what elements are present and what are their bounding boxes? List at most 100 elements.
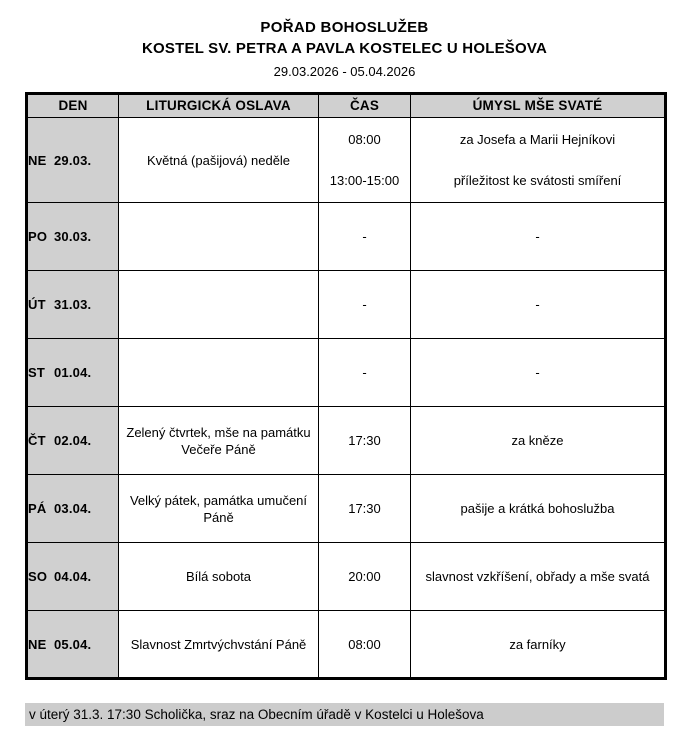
- table-row: PO 30.03. - -: [26, 202, 666, 271]
- cell-liturgical-celebration: Zelený čtvrtek, mše na památku Večeře Pá…: [118, 406, 319, 475]
- day-weekday: ČT: [28, 433, 46, 448]
- cell-intention-stack: -: [411, 296, 664, 313]
- table-row: ČT 02.04. Zelený čtvrtek, mše na památku V…: [26, 406, 666, 475]
- day-date: 31.03.: [54, 297, 92, 312]
- cell-day: ST 01.04.: [26, 338, 119, 407]
- table-row: SO 04.04. Bílá sobota 20:00 slavnost vzkříše…: [26, 542, 666, 611]
- cell-intention-stack: za kněze: [411, 432, 664, 449]
- cell-time-entry: 17:30: [348, 501, 381, 516]
- day-weekday: PO: [28, 229, 48, 244]
- column-header-liturgicka-oslava: LITURGICKÁ OSLAVA: [118, 93, 319, 118]
- cell-intention-stack: za Josefa a Marii Hejníkovi příležitost k…: [411, 131, 664, 189]
- cell-time-entry: 17:30: [348, 433, 381, 448]
- cell-time: -: [318, 270, 411, 339]
- day-date: 29.03.: [54, 152, 92, 168]
- cell-time-stack: 08:00 13:00-15:00: [319, 131, 410, 189]
- cell-intention: za farníky: [410, 610, 666, 679]
- table-row: ST 01.04. - -: [26, 338, 666, 407]
- cell-time-entry: -: [362, 365, 367, 380]
- cell-time: 08:00 13:00-15:00: [318, 117, 411, 203]
- table-row: NE 29.03. Květná (pašijová) neděle 08:00 13:…: [26, 117, 666, 203]
- cell-time: 17:30: [318, 474, 411, 543]
- day-weekday: NE: [28, 152, 47, 168]
- cell-time-stack: -: [319, 296, 410, 313]
- day-date: 02.04.: [54, 433, 92, 448]
- cell-liturgical-celebration: [118, 202, 319, 271]
- column-header-cas: ČAS: [318, 93, 411, 118]
- cell-intention-entry: za farníky: [509, 636, 566, 652]
- cell-time-stack: 17:30: [319, 500, 410, 517]
- cell-intention-entry: -: [535, 229, 540, 244]
- cell-liturgical-celebration: [118, 270, 319, 339]
- cell-liturgical-celebration: Velký pátek, památka umučení Páně: [118, 474, 319, 543]
- cell-intention-stack: -: [411, 364, 664, 381]
- cell-time: 17:30: [318, 406, 411, 475]
- cell-intention: za Josefa a Marii Hejníkovi příležitost k…: [410, 117, 666, 203]
- cell-intention: -: [410, 338, 666, 407]
- cell-intention: pašije a krátká bohoslužba: [410, 474, 666, 543]
- cell-time-stack: 08:00: [319, 636, 410, 653]
- table-row: ÚT 31.03. - -: [26, 270, 666, 339]
- cell-intention-entry: pašije a krátká bohoslužba: [460, 501, 615, 516]
- cell-intention-stack: pašije a krátká bohoslužba: [411, 500, 664, 517]
- cell-intention-stack: za farníky: [411, 636, 664, 653]
- cell-time: -: [318, 202, 411, 271]
- table-header-row: DEN LITURGICKÁ OSLAVA ČAS ÚMYSL MŠE SVAT…: [26, 93, 666, 118]
- cell-time: 08:00: [318, 610, 411, 679]
- cell-time-stack: 20:00: [319, 568, 410, 585]
- cell-intention-stack: slavnost vzkříšení, obřady a mše svatá: [411, 568, 664, 585]
- cell-time-stack: -: [319, 228, 410, 245]
- schedule-table-container: DEN LITURGICKÁ OSLAVA ČAS ÚMYSL MŠE SVAT…: [25, 92, 667, 680]
- cell-time-entry: -: [362, 229, 367, 244]
- cell-time-entry: 20:00: [348, 569, 381, 584]
- cell-day: ÚT 31.03.: [26, 270, 119, 339]
- column-header-umysl-mse-svate: ÚMYSL MŠE SVATÉ: [410, 93, 666, 118]
- day-date: 03.04.: [54, 501, 92, 516]
- cell-intention-entry: příležitost ke svátosti smíření: [453, 173, 622, 188]
- cell-time-entry: 13:00-15:00: [329, 173, 400, 188]
- document-title-primary: POŘAD BOHOSLUŽEB: [260, 19, 429, 36]
- cell-day: NE 05.04.: [26, 610, 119, 679]
- cell-intention-entry: slavnost vzkříšení, obřady a mše svatá: [425, 569, 650, 584]
- day-weekday: ST: [28, 365, 46, 380]
- cell-liturgical-celebration: Bílá sobota: [118, 542, 319, 611]
- cell-liturgical-celebration: Květná (pašijová) neděle: [118, 117, 319, 203]
- cell-intention: -: [410, 270, 666, 339]
- day-date: 30.03.: [54, 229, 92, 244]
- cell-intention-entry: za kněze: [511, 433, 564, 448]
- day-weekday: NE: [28, 636, 47, 652]
- cell-time-stack: 17:30: [319, 432, 410, 449]
- table-body: NE 29.03. Květná (pašijová) neděle 08:00 13:…: [26, 117, 666, 679]
- day-weekday: PÁ: [28, 501, 47, 516]
- cell-liturgical-celebration: [118, 338, 319, 407]
- cell-time-entry: -: [362, 297, 367, 312]
- cell-time-entry: 08:00: [348, 132, 381, 147]
- cell-liturgical-celebration: Slavnost Zmrtvýchvstání Páně: [118, 610, 319, 679]
- cell-intention-entry: za Josefa a Marii Hejníkovi: [459, 132, 616, 147]
- cell-day: PÁ 03.04.: [26, 474, 119, 543]
- cell-intention: -: [410, 202, 666, 271]
- day-date: 01.04.: [54, 365, 92, 380]
- cell-time-stack: -: [319, 364, 410, 381]
- cell-intention-entry: -: [535, 365, 540, 380]
- cell-intention-entry: -: [535, 297, 540, 312]
- cell-intention: za kněze: [410, 406, 666, 475]
- cell-day: PO 30.03.: [26, 202, 119, 271]
- day-date: 05.04.: [54, 636, 92, 652]
- cell-time: 20:00: [318, 542, 411, 611]
- cell-intention: slavnost vzkříšení, obřady a mše svatá: [410, 542, 666, 611]
- table-header-row-group: DEN LITURGICKÁ OSLAVA ČAS ÚMYSL MŠE SVAT…: [26, 93, 666, 118]
- table-row: NE 05.04. Slavnost Zmrtvýchvstání Páně 08:0…: [26, 610, 666, 679]
- document-header: POŘAD BOHOSLUŽEB KOSTEL SV. PETRA A PAVL…: [0, 0, 689, 81]
- day-weekday: ÚT: [28, 297, 46, 312]
- document-title-secondary: KOSTEL SV. PETRA A PAVLA KOSTELEC U HOLE…: [142, 40, 547, 57]
- date-range-subtitle: 29.03.2026 - 05.04.2026: [273, 64, 416, 79]
- column-header-den: DEN: [26, 93, 119, 118]
- cell-day: NE 29.03.: [26, 117, 119, 203]
- mass-schedule-table: DEN LITURGICKÁ OSLAVA ČAS ÚMYSL MŠE SVAT…: [25, 92, 667, 680]
- cell-time-entry: 08:00: [348, 636, 381, 652]
- cell-time: -: [318, 338, 411, 407]
- table-row: PÁ 03.04. Velký pátek, památka umučení Pán…: [26, 474, 666, 543]
- day-weekday: SO: [28, 569, 48, 584]
